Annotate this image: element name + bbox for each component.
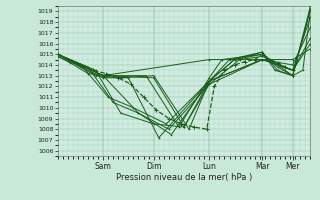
X-axis label: Pression niveau de la mer( hPa ): Pression niveau de la mer( hPa ) (116, 173, 252, 182)
